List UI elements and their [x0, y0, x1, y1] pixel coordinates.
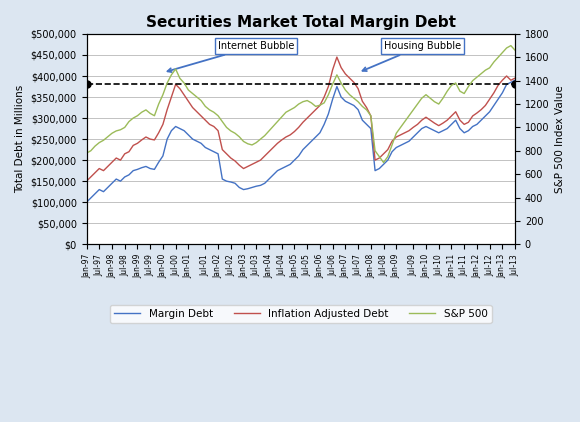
S&P 500	[278, 114, 285, 119]
S&P 500	[176, 76, 183, 81]
Line: Margin Debt: Margin Debt	[86, 80, 515, 202]
Legend: Margin Debt, Inflation Adjusted Debt, S&P 500: Margin Debt, Inflation Adjusted Debt, S&…	[110, 305, 492, 323]
S&P 500	[508, 43, 514, 48]
S&P 500	[512, 48, 519, 53]
Title: Securities Market Total Margin Debt: Securities Market Total Margin Debt	[146, 15, 456, 30]
Margin Debt	[418, 126, 425, 131]
S&P 500	[456, 89, 463, 94]
S&P 500	[380, 160, 387, 165]
Inflation Adjusted Debt	[456, 118, 463, 123]
Y-axis label: Total Debt in Millions: Total Debt in Millions	[15, 85, 25, 193]
Inflation Adjusted Debt	[334, 54, 340, 60]
Inflation Adjusted Debt	[278, 138, 285, 143]
S&P 500	[422, 92, 429, 97]
Margin Debt	[452, 118, 459, 123]
Inflation Adjusted Debt	[512, 76, 519, 81]
S&P 500	[389, 142, 396, 147]
Line: S&P 500: S&P 500	[86, 46, 515, 162]
Inflation Adjusted Debt	[176, 86, 183, 91]
Margin Debt	[164, 137, 171, 142]
Line: Inflation Adjusted Debt: Inflation Adjusted Debt	[86, 57, 515, 181]
S&P 500	[164, 81, 171, 86]
S&P 500	[83, 151, 90, 156]
Text: Internet Bubble: Internet Bubble	[168, 41, 295, 72]
Margin Debt	[512, 78, 519, 83]
Margin Debt	[83, 200, 90, 205]
Inflation Adjusted Debt	[83, 179, 90, 184]
Inflation Adjusted Debt	[422, 115, 429, 120]
Text: Housing Bubble: Housing Bubble	[362, 41, 461, 71]
Y-axis label: S&P 500 Index Value: S&P 500 Index Value	[555, 85, 565, 193]
Inflation Adjusted Debt	[389, 139, 396, 144]
Inflation Adjusted Debt	[164, 107, 171, 112]
Margin Debt	[278, 166, 285, 171]
Margin Debt	[176, 126, 183, 131]
Margin Debt	[385, 157, 392, 162]
